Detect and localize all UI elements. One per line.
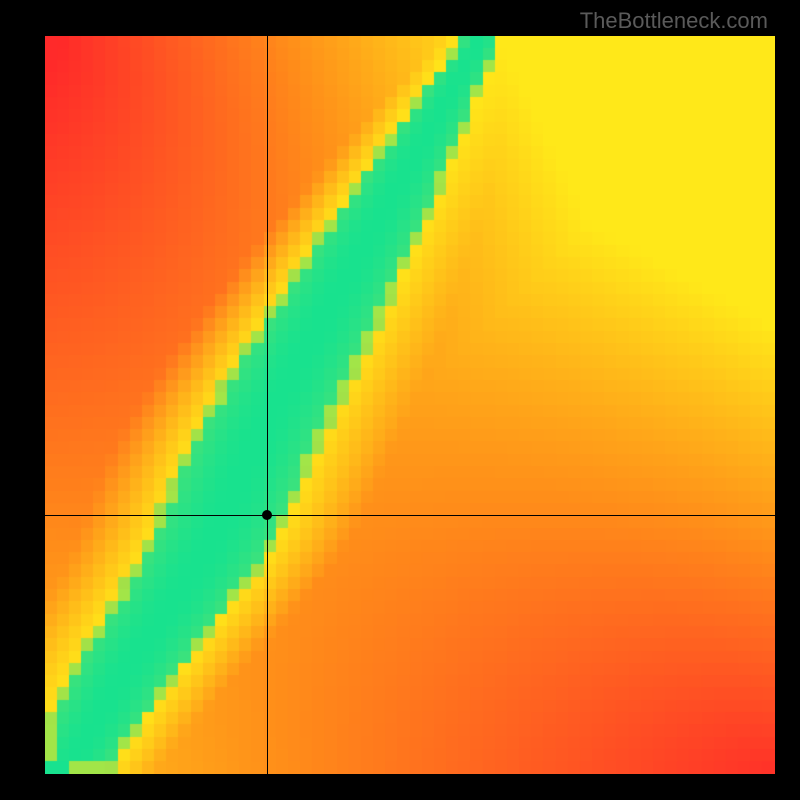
heatmap-plot [45,36,775,774]
crosshair-horizontal [45,515,775,516]
crosshair-vertical [267,36,268,774]
watermark-text: TheBottleneck.com [580,8,768,34]
heatmap-canvas [45,36,775,774]
marker-dot [262,510,272,520]
